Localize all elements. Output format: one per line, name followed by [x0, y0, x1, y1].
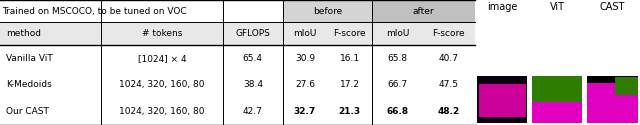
Text: 47.5: 47.5 [439, 80, 459, 89]
Text: Vanilla ViT: Vanilla ViT [6, 54, 52, 63]
Text: 21.3: 21.3 [339, 107, 361, 116]
Text: 38.4: 38.4 [243, 80, 263, 89]
Text: 1024, 320, 160, 80: 1024, 320, 160, 80 [120, 80, 205, 89]
Text: Our CAST: Our CAST [6, 107, 49, 116]
Text: Trained on MSCOCO, to be tuned on VOC: Trained on MSCOCO, to be tuned on VOC [3, 7, 187, 16]
Text: 66.7: 66.7 [387, 80, 408, 89]
Text: 27.6: 27.6 [295, 80, 315, 89]
Text: 42.7: 42.7 [243, 107, 263, 116]
Text: mIoU: mIoU [386, 29, 409, 38]
Bar [532, 102, 582, 123]
Text: mIoU: mIoU [293, 29, 317, 38]
Text: 30.9: 30.9 [295, 54, 315, 63]
Text: after: after [413, 7, 435, 16]
Text: ViT: ViT [550, 2, 565, 12]
Bar [532, 76, 582, 103]
Bar [615, 77, 637, 95]
Bar [532, 76, 582, 123]
Text: GFLOPS: GFLOPS [236, 29, 270, 38]
Bar [588, 83, 637, 123]
Text: 17.2: 17.2 [340, 80, 360, 89]
Bar [372, 0, 475, 22]
Bar [0, 22, 475, 45]
Text: 1024, 320, 160, 80: 1024, 320, 160, 80 [120, 107, 205, 116]
Text: 40.7: 40.7 [439, 54, 459, 63]
Text: 32.7: 32.7 [294, 107, 316, 116]
Text: 48.2: 48.2 [438, 107, 460, 116]
Bar [588, 76, 637, 123]
Bar [477, 76, 527, 106]
Text: 66.8: 66.8 [387, 107, 408, 116]
Text: method: method [6, 29, 41, 38]
Text: K-Medoids: K-Medoids [6, 80, 52, 89]
Bar [477, 76, 527, 123]
Bar [283, 0, 372, 22]
Bar [477, 106, 527, 123]
Text: image: image [487, 2, 518, 12]
Bar [483, 85, 510, 114]
Text: 16.1: 16.1 [340, 54, 360, 63]
Text: CAST: CAST [600, 2, 625, 12]
Text: F-score: F-score [433, 29, 465, 38]
Bar [479, 84, 526, 117]
Text: # tokens: # tokens [142, 29, 182, 38]
Text: [1024] × 4: [1024] × 4 [138, 54, 186, 63]
Text: F-score: F-score [333, 29, 366, 38]
Bar [477, 76, 527, 123]
Text: 65.4: 65.4 [243, 54, 263, 63]
Text: 65.8: 65.8 [387, 54, 408, 63]
Text: before: before [313, 7, 342, 16]
